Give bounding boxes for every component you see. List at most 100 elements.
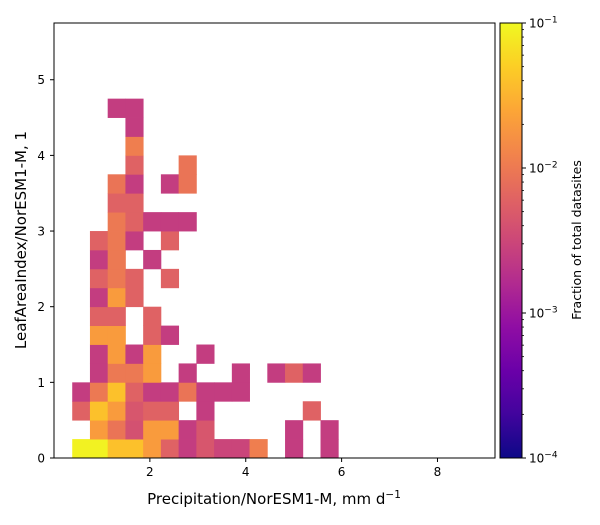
heatmap-cell — [160, 439, 180, 459]
heatmap-cell — [143, 363, 162, 383]
heatmap-cell — [285, 363, 304, 383]
heatmap-cell — [231, 439, 250, 459]
x-tick-label: 4 — [242, 465, 250, 479]
heatmap-cell — [160, 382, 180, 402]
heatmap-cell — [143, 306, 162, 327]
y-tick-label: 0 — [37, 452, 45, 466]
heatmap-cell — [125, 155, 144, 175]
heatmap-cell — [107, 420, 126, 440]
heatmap-cell — [89, 363, 109, 383]
heatmap-cell — [72, 439, 91, 459]
heatmap-cell — [214, 439, 233, 459]
heatmap-cell — [143, 212, 162, 232]
heatmap-cell — [89, 287, 109, 308]
heatmap-cell — [125, 117, 144, 137]
heatmap-cell — [160, 420, 180, 440]
heatmap-cell — [320, 439, 339, 459]
heatmap-cell — [107, 287, 126, 308]
heatmap-cell — [178, 212, 197, 232]
heatmap-cell — [72, 382, 91, 402]
colorbar-label: Fraction of total datasites — [569, 160, 584, 320]
heatmap-cell — [125, 98, 144, 118]
heatmap-cell — [196, 439, 215, 459]
heatmap-cell — [143, 439, 162, 459]
heatmap-cell — [107, 306, 126, 327]
heatmap-cell — [214, 382, 233, 402]
heatmap-cell — [89, 439, 109, 459]
colorbar-tick-label: 10−3 — [529, 306, 558, 321]
colorbar-tick-label: 10−2 — [529, 161, 558, 176]
colorbar-gradient — [499, 22, 523, 459]
heatmap-cell — [320, 420, 339, 440]
heatmap-cell — [125, 268, 144, 289]
heatmap-cell — [125, 231, 144, 251]
heatmap-cell — [89, 382, 109, 402]
heatmap-cell — [72, 401, 91, 421]
heatmap-cell — [178, 174, 197, 194]
y-tick-label: 4 — [37, 149, 45, 163]
heatmap-cell — [143, 420, 162, 440]
heatmap-cell — [143, 249, 162, 270]
heatmap-cell — [89, 401, 109, 421]
heatmap-cell — [143, 382, 162, 402]
colorbar-tick-label: 10−1 — [529, 16, 558, 31]
heatmap-cell — [89, 325, 109, 345]
heatmap-cell — [107, 212, 126, 232]
heatmap-cell — [196, 382, 215, 402]
heatmap-cell — [178, 363, 197, 383]
heatmap-cell — [89, 344, 109, 364]
y-tick-label: 1 — [37, 376, 45, 390]
heatmap-cell — [125, 212, 144, 232]
y-axis-label: LeafAreaIndex/NorESM1-M, 1 — [12, 131, 30, 349]
heatmap-cell — [196, 401, 215, 421]
plot-frame — [53, 22, 496, 459]
heatmap-cell — [285, 439, 304, 459]
heatmap-cell — [231, 382, 250, 402]
heatmap-cell — [107, 439, 126, 459]
heatmap-cell — [302, 363, 321, 383]
main-axes: 2 4 6 8 0 1 2 3 4 5 — [37, 22, 496, 479]
heatmap-cell — [178, 382, 197, 402]
heatmap-cell — [107, 249, 126, 270]
heatmap-cell — [125, 382, 144, 402]
heatmap-cell — [125, 401, 144, 421]
heatmap-cell — [89, 231, 109, 251]
heatmap-cell — [267, 363, 286, 383]
heatmap-cell — [143, 401, 162, 421]
heatmap-cell — [107, 401, 126, 421]
heatmap-cell — [125, 439, 144, 459]
heatmap-cell — [196, 420, 215, 440]
heatmap-cell — [107, 193, 126, 213]
heatmap-cell — [302, 401, 321, 421]
heatmap-cell — [107, 363, 126, 383]
heatmap-cell — [107, 325, 126, 345]
heatmap-cell — [89, 306, 109, 327]
heatmap-cell — [125, 287, 144, 308]
y-tick-label: 3 — [37, 225, 45, 239]
heatmap-cells — [72, 98, 339, 459]
heatmap-cell — [89, 420, 109, 440]
heatmap-cell — [249, 439, 268, 459]
heatmap-cell — [160, 325, 180, 345]
x-tick-label: 6 — [338, 465, 346, 479]
heatmap-cell — [125, 174, 144, 194]
heatmap-cell — [231, 363, 250, 383]
heatmap-cell — [125, 193, 144, 213]
heatmap-cell — [160, 401, 180, 421]
heatmap-cell — [125, 363, 144, 383]
heatmap-cell — [107, 98, 126, 118]
heatmap-cell — [125, 344, 144, 364]
y-tick-label: 2 — [37, 300, 45, 314]
heatmap-cell — [178, 439, 197, 459]
heatmap-cell — [107, 268, 126, 289]
heatmap-cell — [285, 420, 304, 440]
colorbar-tick-label: 10−4 — [529, 451, 558, 466]
heatmap-cell — [160, 212, 180, 232]
heatmap-cell — [178, 155, 197, 175]
heatmap-cell — [107, 174, 126, 194]
colorbar: 10−1 10−2 10−3 10−4 — [499, 16, 558, 466]
heatmap-cell — [160, 174, 180, 194]
heatmap-cell — [143, 325, 162, 345]
heatmap-cell — [125, 136, 144, 156]
